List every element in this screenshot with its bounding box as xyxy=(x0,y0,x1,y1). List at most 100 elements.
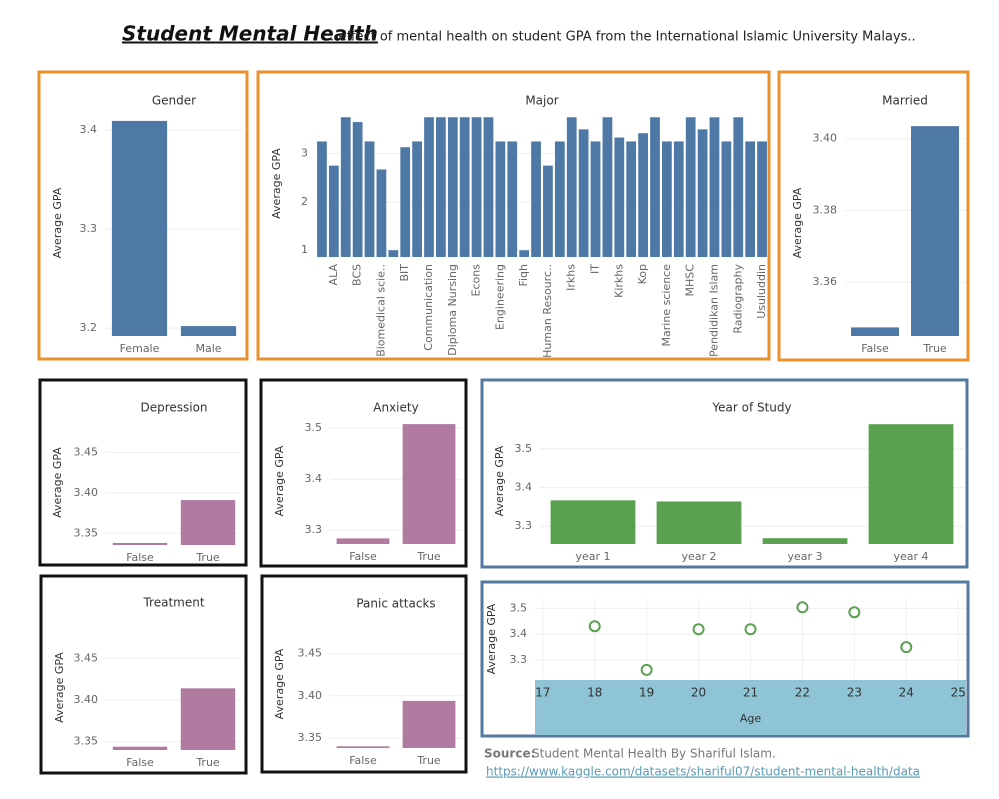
chart-title: Major xyxy=(525,94,558,108)
y-tick-label: 3.45 xyxy=(298,647,323,660)
point xyxy=(640,663,653,676)
x-tick-label: Fiqh xyxy=(517,264,530,287)
bar xyxy=(111,120,168,337)
y-tick-label: 3.4 xyxy=(510,627,528,640)
x-tick-label: year 1 xyxy=(575,550,610,563)
x-tick-label: year 2 xyxy=(681,550,716,563)
bar xyxy=(447,117,458,257)
y-tick-label: 3.3 xyxy=(515,519,533,532)
bar xyxy=(412,141,422,257)
bar xyxy=(364,141,375,257)
source-label: Source: xyxy=(484,747,535,761)
bar xyxy=(459,117,470,257)
x-tick-label: Female xyxy=(120,342,160,355)
bar xyxy=(317,141,327,257)
point xyxy=(900,641,913,654)
bar xyxy=(507,141,518,257)
x-tick-label: True xyxy=(416,754,441,767)
x-tick-label: True xyxy=(195,756,220,769)
point xyxy=(848,606,861,619)
y-axis-title: Average GPA xyxy=(270,148,283,219)
bar xyxy=(340,117,351,257)
x-tick-label: False xyxy=(861,342,889,355)
x-axis-title: Age xyxy=(740,712,762,725)
bar xyxy=(388,250,399,257)
bar xyxy=(638,133,648,257)
bar xyxy=(495,141,506,257)
y-tick-label: 3.3 xyxy=(305,523,323,536)
x-tick-label: Human Resourc.. xyxy=(541,264,554,358)
y-tick-label: 3.40 xyxy=(298,689,323,702)
bar xyxy=(745,141,756,257)
panel-border xyxy=(260,574,468,774)
point xyxy=(796,601,809,614)
bar xyxy=(112,542,168,545)
panel-border xyxy=(256,70,771,361)
panel-border xyxy=(39,574,248,775)
bar xyxy=(112,746,168,750)
x-tick-label: True xyxy=(922,342,947,355)
x-tick-label: Male xyxy=(195,342,221,355)
bar xyxy=(180,500,236,545)
bar xyxy=(868,424,954,544)
y-axis-title: Average GPA xyxy=(273,445,286,516)
x-tick-label: Biomedical scie.. xyxy=(374,264,387,357)
chart-title: Year of Study xyxy=(711,401,791,415)
y-tick-label: 3.35 xyxy=(298,731,323,744)
x-tick-label: False xyxy=(126,756,154,769)
y-tick-label: 3.5 xyxy=(515,442,533,455)
panel-border xyxy=(259,378,468,568)
y-tick-label: 3.5 xyxy=(510,601,528,614)
bar xyxy=(554,141,565,257)
y-tick-label: 3.35 xyxy=(74,735,99,748)
chart-title: Depression xyxy=(140,401,207,415)
x-tick-label: 18 xyxy=(587,686,602,700)
x-tick-label: False xyxy=(126,551,154,564)
bar xyxy=(673,141,684,257)
chart-title: Treatment xyxy=(142,596,204,610)
chart-title: Anxiety xyxy=(373,401,418,415)
bar xyxy=(590,141,601,257)
bar xyxy=(328,165,339,257)
bar xyxy=(709,117,720,257)
y-tick-label: 3.3 xyxy=(80,222,98,235)
x-tick-label: 24 xyxy=(899,686,914,700)
x-tick-label: 23 xyxy=(847,686,862,700)
bar xyxy=(757,141,767,257)
bar xyxy=(650,117,660,257)
y-tick-label: 3.45 xyxy=(74,651,99,664)
y-tick-label: 3 xyxy=(301,147,308,160)
bar xyxy=(602,117,613,257)
y-tick-label: 1 xyxy=(301,243,308,256)
bar xyxy=(180,326,237,336)
x-tick-label: BCS xyxy=(351,264,364,286)
dashboard-title: Student Mental Health xyxy=(122,22,378,46)
bar xyxy=(336,746,390,748)
bar xyxy=(550,500,636,544)
x-tick-label: 25 xyxy=(951,686,966,700)
x-tick-label: Usuluddin xyxy=(755,264,768,319)
y-tick-label: 3.40 xyxy=(74,693,99,706)
source-link[interactable]: https://www.kaggle.com/datasets/shariful… xyxy=(486,765,920,779)
source-text: Student Mental Health By Shariful Islam. xyxy=(532,747,776,761)
x-tick-label: True xyxy=(195,551,220,564)
bar xyxy=(402,424,456,544)
x-tick-label: Engineering xyxy=(493,264,506,330)
y-tick-label: 2 xyxy=(301,195,308,208)
y-tick-label: 3.36 xyxy=(813,275,838,288)
x-tick-label: ALA xyxy=(327,264,340,286)
x-tick-label: Diploma Nursing xyxy=(446,264,459,356)
bar xyxy=(626,141,637,257)
bar xyxy=(721,141,732,257)
y-axis-title: Average GPA xyxy=(273,648,286,719)
x-tick-label: Marine science xyxy=(660,264,673,347)
x-tick-label: Pendidikan Islam xyxy=(707,264,720,357)
y-tick-label: 3.40 xyxy=(74,486,99,499)
y-tick-label: 3.40 xyxy=(813,132,838,145)
x-tick-label: False xyxy=(349,754,377,767)
bar xyxy=(336,538,390,544)
bar xyxy=(566,117,577,257)
bar xyxy=(436,117,446,257)
bar xyxy=(662,141,672,257)
